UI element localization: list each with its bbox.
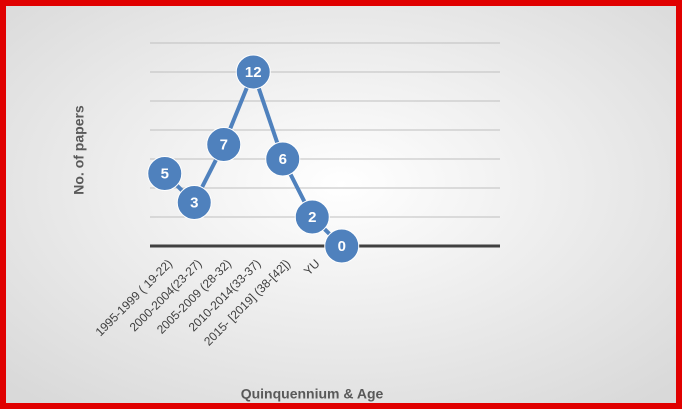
data-point bbox=[324, 228, 360, 264]
data-point bbox=[235, 54, 271, 90]
data-label: 3 bbox=[190, 194, 198, 211]
data-point bbox=[265, 141, 301, 177]
y-axis-title: No. of papers bbox=[71, 105, 87, 195]
x-axis-title: Quinquennium & Age bbox=[241, 386, 384, 402]
data-point bbox=[294, 199, 330, 235]
data-label: 0 bbox=[338, 238, 346, 255]
data-point bbox=[176, 185, 212, 220]
data-label: 7 bbox=[220, 136, 228, 153]
data-label: 6 bbox=[279, 151, 287, 168]
data-label: 5 bbox=[161, 165, 169, 182]
data-label: 12 bbox=[245, 64, 262, 81]
data-point bbox=[147, 156, 183, 191]
data-point bbox=[206, 127, 242, 162]
data-label: 2 bbox=[308, 209, 316, 226]
